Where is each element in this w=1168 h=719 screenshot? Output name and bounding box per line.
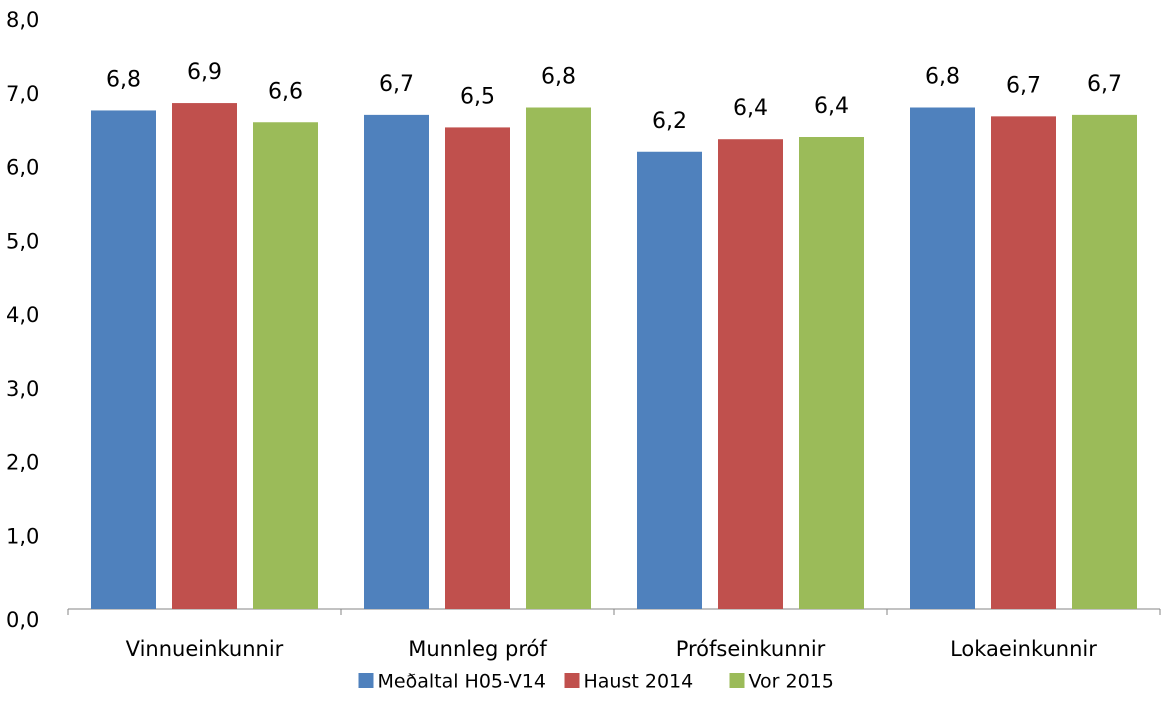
- y-tick-label: 4,0: [6, 303, 39, 327]
- y-tick-label: 6,0: [6, 156, 39, 180]
- legend-label: Haust 2014: [584, 671, 694, 693]
- value-label: 6,5: [460, 84, 495, 109]
- y-tick-label: 1,0: [6, 524, 39, 548]
- bar: [364, 114, 429, 609]
- value-label: 6,4: [733, 96, 768, 121]
- bar: [445, 127, 510, 609]
- y-tick-label: 5,0: [6, 229, 39, 253]
- y-tick-label: 7,0: [6, 82, 39, 106]
- y-tick-label: 0,0: [6, 608, 39, 632]
- y-tick-label: 3,0: [6, 377, 39, 401]
- value-label: 6,4: [814, 94, 849, 119]
- bar: [991, 116, 1056, 609]
- bar: [910, 107, 975, 609]
- value-label: 6,8: [541, 65, 576, 90]
- legend-swatch: [358, 673, 374, 688]
- bar: [526, 107, 591, 609]
- value-label: 6,7: [379, 72, 414, 97]
- value-label: 6,2: [652, 109, 687, 134]
- legend-label: Meðaltal H05-V14: [378, 671, 546, 693]
- bar: [799, 137, 864, 609]
- value-label: 6,9: [187, 60, 222, 85]
- x-tick-label: Prófseinkunnir: [676, 637, 826, 661]
- x-tick-label: Munnleg próf: [408, 637, 547, 661]
- legend-label: Vor 2015: [749, 671, 834, 693]
- value-label: 6,8: [925, 65, 960, 90]
- y-tick-label: 8,0: [6, 8, 39, 32]
- value-label: 6,7: [1006, 73, 1041, 98]
- x-tick-label: Vinnueinkunnir: [126, 637, 284, 661]
- value-label: 6,7: [1087, 72, 1122, 97]
- legend-swatch: [729, 673, 745, 688]
- bar: [718, 139, 783, 609]
- bar: [172, 103, 237, 609]
- bar: [91, 110, 156, 609]
- bar: [637, 151, 702, 609]
- legend-swatch: [564, 673, 580, 688]
- bar: [253, 122, 318, 609]
- y-tick-label: 2,0: [6, 451, 39, 475]
- value-label: 6,6: [268, 79, 303, 104]
- x-tick-label: Lokaeinkunnir: [950, 637, 1097, 661]
- value-label: 6,8: [106, 67, 141, 92]
- bar: [1072, 114, 1137, 609]
